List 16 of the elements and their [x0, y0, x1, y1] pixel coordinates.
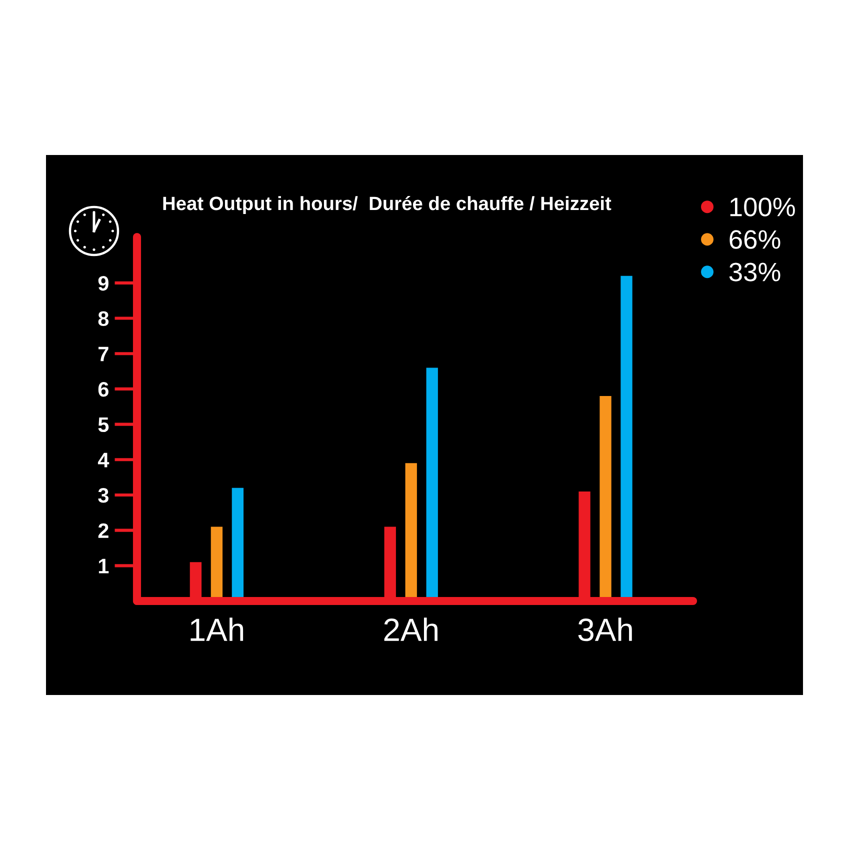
legend-label: 100% [730, 198, 795, 216]
legend-label: 66% [730, 230, 780, 249]
x-tick-label: 3Ah [578, 618, 632, 642]
x-tick-label: 2Ah [384, 618, 438, 641]
y-tick-label: 2 [98, 523, 108, 538]
y-tick-label: 8 [98, 311, 109, 326]
chart-title: Heat Output in hours/ Durée de chauffe / Heizzeit [163, 196, 612, 214]
y-tick-label: 5 [98, 418, 109, 432]
y-tick-label: 4 [98, 452, 110, 468]
x-tick-label: 1Ah [190, 618, 244, 641]
y-tick-label: 7 [98, 346, 108, 362]
y-tick-label: 3 [98, 488, 108, 503]
y-tick-label: 9 [98, 276, 108, 291]
legend-label: 33% [729, 262, 780, 282]
y-tick-label: 6 [98, 382, 108, 397]
y-tick-label: 1 [98, 558, 109, 574]
